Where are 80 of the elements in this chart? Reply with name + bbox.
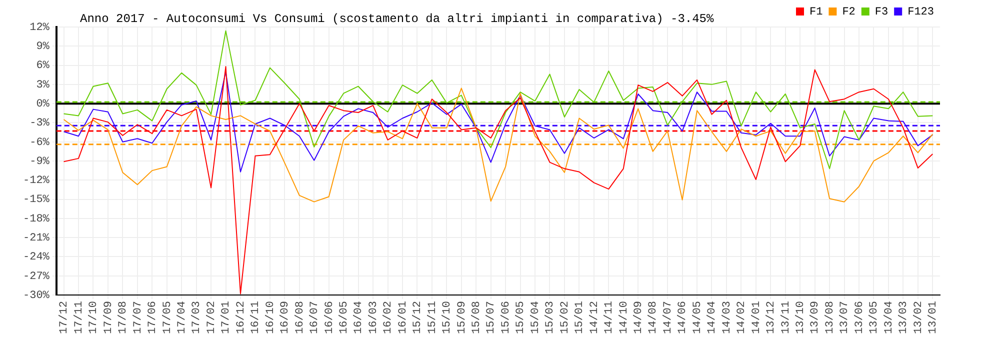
x-tick-label: 13/11	[780, 300, 792, 334]
x-tick-label: 15/08	[471, 300, 484, 334]
x-tick-label: 13/07	[839, 300, 852, 334]
x-tick-label: 16/08	[294, 300, 306, 334]
x-tick-label: 13/01	[928, 300, 940, 334]
y-tick-label: -27%	[23, 270, 50, 283]
x-tick-label: 17/11	[73, 300, 86, 334]
legend-label: F1	[809, 6, 824, 18]
x-tick-label: 13/05	[868, 300, 881, 334]
y-tick-label: -9%	[30, 156, 50, 168]
x-tick-label: 17/04	[176, 300, 188, 334]
x-tick-label: 16/01	[397, 300, 410, 334]
y-tick-label: -21%	[23, 232, 50, 244]
y-tick-label: -3%	[30, 118, 50, 130]
x-tick-label: 13/12	[766, 300, 778, 334]
y-tick-label: 12%	[30, 22, 50, 34]
x-tick-label: 14/07	[662, 300, 674, 334]
x-tick-label: 16/03	[368, 300, 380, 334]
x-tick-label: 16/06	[324, 300, 336, 334]
y-tick-label: -24%	[23, 252, 50, 264]
x-tick-label: 15/01	[574, 300, 586, 334]
y-tick-label: -12%	[23, 175, 50, 188]
x-tick-label: 14/02	[736, 300, 748, 334]
x-tick-label: 16/09	[280, 300, 292, 334]
x-tick-label: 13/04	[883, 300, 896, 334]
x-tick-label: 15/03	[544, 300, 557, 334]
x-tick-label: 17/01	[220, 300, 233, 334]
x-tick-label: 15/12	[412, 300, 424, 334]
x-tick-label: 15/10	[442, 300, 454, 334]
x-tick-label: 17/06	[147, 300, 160, 334]
x-tick-label: 13/02	[912, 300, 925, 334]
y-tick-label: 0%	[36, 98, 50, 110]
y-tick-label: 3%	[36, 79, 50, 92]
x-tick-label: 13/06	[854, 300, 866, 334]
y-tick-label: 9%	[36, 41, 50, 54]
x-tick-label: 17/10	[88, 300, 100, 334]
x-tick-label: 14/06	[677, 300, 690, 334]
x-tick-label: 15/04	[530, 300, 542, 334]
x-tick-label: 15/11	[426, 300, 439, 334]
x-tick-label: 15/09	[456, 300, 468, 334]
x-tick-label: 17/02	[206, 300, 218, 334]
x-tick-label: 16/11	[250, 300, 262, 334]
legend-label: F123	[908, 6, 934, 18]
x-tick-label: 16/05	[338, 300, 350, 334]
x-tick-label: 14/12	[588, 300, 601, 334]
x-tick-label: 15/02	[559, 300, 572, 334]
y-tick-label: -15%	[23, 194, 50, 206]
x-tick-label: 17/03	[191, 300, 204, 334]
x-tick-label: 13/08	[824, 300, 836, 334]
x-tick-label: 15/05	[515, 300, 528, 334]
x-tick-label: 17/07	[132, 300, 144, 334]
x-tick-label: 14/09	[633, 300, 646, 334]
x-tick-label: 13/10	[795, 300, 808, 334]
x-tick-label: 17/05	[162, 300, 174, 334]
x-tick-label: 16/04	[353, 300, 366, 334]
x-tick-label: 17/08	[118, 300, 130, 334]
legend-label: F3	[874, 6, 888, 18]
y-tick-label: 6%	[36, 60, 50, 72]
x-tick-label: 16/02	[382, 300, 395, 334]
x-tick-label: 13/09	[810, 300, 822, 334]
x-tick-label: 14/11	[604, 300, 616, 334]
y-tick-label: -18%	[23, 213, 50, 226]
x-tick-label: 15/06	[500, 300, 512, 334]
x-tick-label: 16/12	[235, 300, 248, 334]
x-tick-label: 17/09	[102, 300, 115, 334]
chart-title: Anno 2017 - Autoconsumi Vs Consumi (scostamento da altri impianti in comparativa) -3.45%	[80, 12, 714, 26]
y-tick-label: -30%	[23, 290, 50, 302]
x-tick-label: 13/03	[898, 300, 910, 334]
x-tick-label: 16/10	[264, 300, 277, 334]
x-tick-label: 14/01	[750, 300, 763, 334]
x-tick-label: 16/07	[309, 300, 322, 334]
y-tick-label: -6%	[30, 136, 50, 149]
legend-label: F2	[842, 6, 856, 18]
x-tick-label: 17/12	[58, 300, 71, 334]
x-tick-label: 14/04	[706, 300, 719, 334]
x-tick-label: 14/10	[618, 300, 630, 334]
x-tick-label: 14/05	[692, 300, 704, 334]
x-tick-label: 15/07	[486, 300, 498, 334]
x-tick-label: 14/03	[721, 300, 734, 334]
x-tick-label: 14/08	[648, 300, 660, 334]
